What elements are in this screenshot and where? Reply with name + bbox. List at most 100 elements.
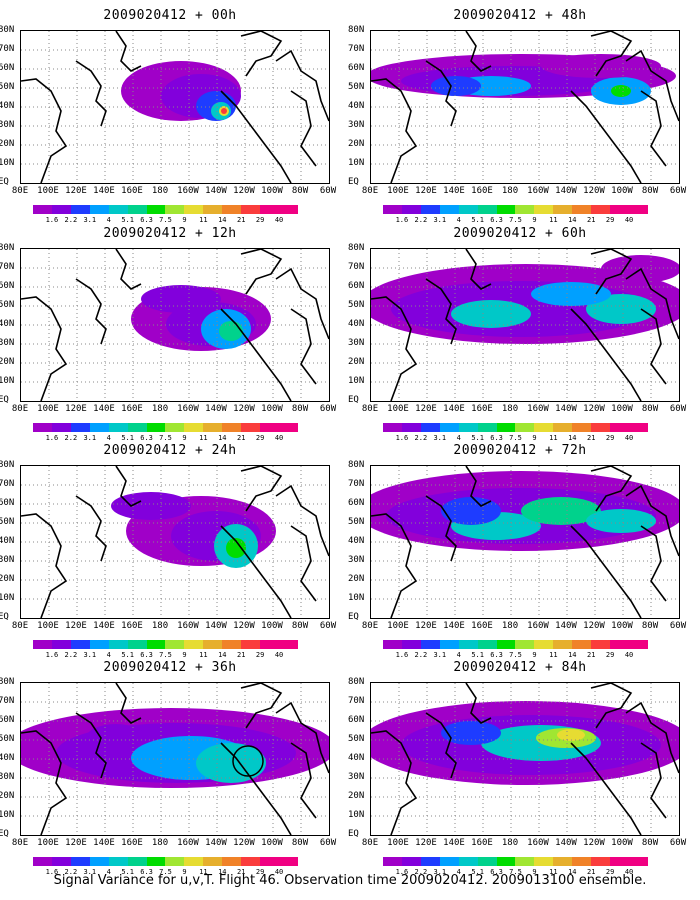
lon-labels: 80E 100E 120E 140E 160E 180 160W 140W 120W 100W 80… xyxy=(10,404,340,416)
variance-contour xyxy=(441,721,501,745)
colorbar-label: 14 xyxy=(218,651,227,659)
coastline xyxy=(625,49,679,122)
colorbar-swatch xyxy=(572,205,592,214)
colorbar-swatch xyxy=(477,857,497,866)
lat-label: EQ xyxy=(348,395,359,405)
colorbar-label: 21 xyxy=(586,216,596,224)
colorbar-swatch xyxy=(241,205,261,214)
colorbar-labels: 1.6 2.2 3.1 4 5.1 6.3 7.5 9 11 14 21 29 40 xyxy=(383,216,648,224)
lon-label: 120E xyxy=(65,186,87,196)
colorbar-swatch xyxy=(165,640,185,649)
lat-label: 80N xyxy=(348,243,365,253)
lon-label: 60W xyxy=(669,621,687,631)
lon-label: 140W xyxy=(555,621,577,631)
coastline xyxy=(625,484,679,557)
lon-label: 100E xyxy=(387,621,409,631)
variance-contour xyxy=(611,85,631,97)
colorbar-swatch xyxy=(203,205,223,214)
colorbar-label: 7.5 xyxy=(159,434,172,442)
lat-label: 80N xyxy=(348,460,365,470)
lat-label: 50N xyxy=(0,734,15,744)
colorbar-label: 3.1 xyxy=(433,216,447,224)
colorbar-labels: 1.6 2.2 3.1 4 5.1 6.3 7.5 9 11 14 21 29 40 xyxy=(33,651,298,659)
map-panel: 2009020412 + 48h 80N 70N 60N 50N 40N 30N 20N 10N… xyxy=(348,8,690,224)
lat-label: 10N xyxy=(348,593,365,603)
lon-label: 60W xyxy=(319,838,337,848)
colorbar-label: 4 xyxy=(456,434,461,442)
colorbar-label: 7.5 xyxy=(509,651,522,659)
coastline xyxy=(371,513,418,618)
lon-label: 100W xyxy=(261,186,283,196)
colorbar-swatch xyxy=(534,857,554,866)
panel-title: 2009020412 + 72h xyxy=(453,443,587,458)
colorbar-label: 3.1 xyxy=(433,434,447,442)
coastline xyxy=(115,466,142,507)
colorbar-label: 5.1 xyxy=(121,216,134,224)
lat-label: 40N xyxy=(0,753,15,763)
lon-label: 120E xyxy=(415,838,437,848)
lon-label: 120E xyxy=(415,186,437,196)
lat-label: 60N xyxy=(348,715,365,725)
colorbar-label: 40 xyxy=(274,434,284,442)
lat-label: 80N xyxy=(0,25,15,35)
colorbar-swatch xyxy=(610,640,629,649)
colorbar-label: 11 xyxy=(199,868,208,876)
colorbar-label: 21 xyxy=(586,434,596,442)
colorbar-swatch xyxy=(260,857,279,866)
colorbar-label: 29 xyxy=(255,216,265,224)
colorbar-label: 11 xyxy=(549,434,558,442)
lat-label: 30N xyxy=(0,772,15,782)
colorbar-swatch xyxy=(458,857,478,866)
lat-label: 30N xyxy=(0,555,15,565)
lat-label: 30N xyxy=(348,555,365,565)
coastline xyxy=(290,308,317,385)
colorbar-label: 29 xyxy=(255,651,265,659)
lon-label: 100E xyxy=(37,621,59,631)
coastline xyxy=(75,495,107,562)
lon-label: 80W xyxy=(291,838,309,848)
lon-label: 160E xyxy=(121,838,143,848)
colorbar-swatch xyxy=(534,423,554,432)
colorbar-swatch xyxy=(278,205,298,214)
coastline xyxy=(220,90,292,183)
colorbar-label: 29 xyxy=(255,434,265,442)
lat-label: 40N xyxy=(0,319,15,329)
colorbar-label: 3.1 xyxy=(433,651,447,659)
lat-label: 10N xyxy=(348,810,365,820)
colorbar-swatch xyxy=(401,205,421,214)
coastline xyxy=(275,701,329,774)
colorbar-swatch xyxy=(89,205,109,214)
lat-label: 70N xyxy=(0,44,15,54)
coastline xyxy=(570,90,642,183)
coastline xyxy=(75,712,107,779)
colorbar-swatch xyxy=(222,857,242,866)
colorbar-swatch xyxy=(260,205,279,214)
colorbar-swatch xyxy=(401,857,421,866)
colorbar-swatch xyxy=(108,857,128,866)
colorbar-label: 21 xyxy=(236,651,246,659)
coastline xyxy=(625,267,679,340)
colorbar-swatch xyxy=(439,205,459,214)
map-panel: 2009020412 + 36h 80N 70N 60N 50N 40N 30N 20N 10N… xyxy=(0,660,340,876)
lon-label: 100W xyxy=(261,838,283,848)
colorbar-swatch xyxy=(628,640,648,649)
colorbar-label: 6.3 xyxy=(140,216,153,224)
colorbar-swatch xyxy=(477,423,497,432)
lat-label: 10N xyxy=(348,158,365,168)
coastline xyxy=(21,513,68,618)
lat-label: 70N xyxy=(0,479,15,489)
lon-label: 80E xyxy=(11,838,29,848)
lat-label: 20N xyxy=(0,574,15,584)
coastline xyxy=(115,683,142,724)
colorbar-swatch xyxy=(278,640,298,649)
variance-contour xyxy=(541,54,661,78)
lon-label: 160W xyxy=(527,838,549,848)
variance-map xyxy=(20,248,330,402)
coastline xyxy=(21,296,68,401)
colorbar-swatch xyxy=(420,423,440,432)
colorbar-label: 9 xyxy=(532,651,537,659)
lon-label: 60W xyxy=(319,186,337,196)
variance-contour xyxy=(451,300,531,328)
colorbar-label: 11 xyxy=(199,434,208,442)
lon-label: 180 xyxy=(151,186,169,196)
